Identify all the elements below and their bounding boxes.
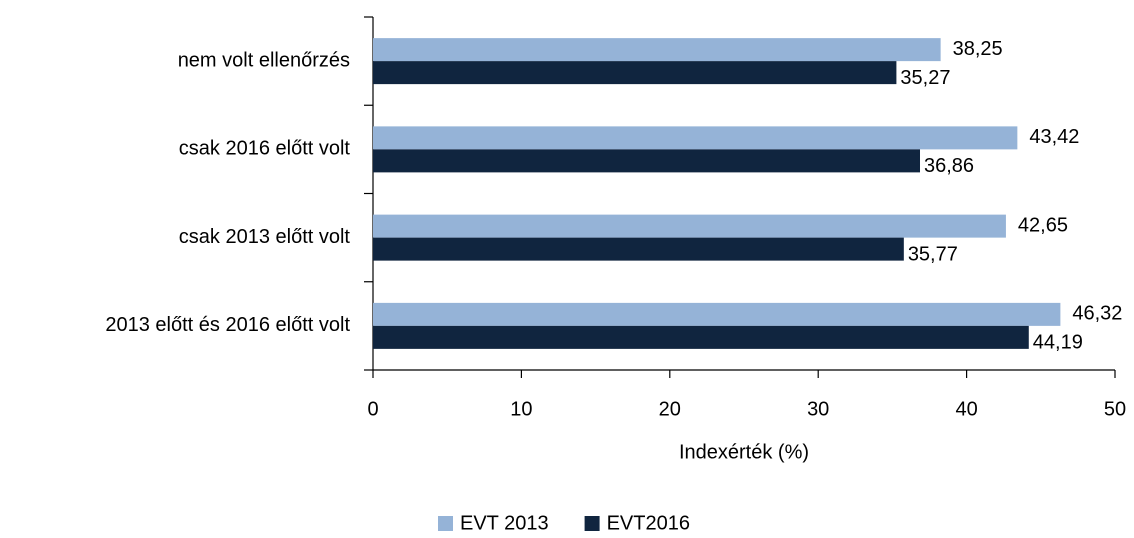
value-label: 43,42 (1029, 126, 1079, 148)
x-tick-label: 40 (955, 398, 977, 420)
y-tick-label: csak 2013 előtt volt (179, 226, 351, 248)
bar (373, 126, 1018, 150)
value-label: 36,86 (924, 155, 974, 177)
value-label: 38,25 (953, 38, 1003, 60)
legend-swatch (584, 516, 600, 531)
bar (373, 38, 941, 62)
x-tick-label: 30 (807, 398, 829, 420)
value-label: 42,65 (1018, 214, 1068, 236)
x-tick-label: 20 (659, 398, 681, 420)
legend-swatch (438, 516, 453, 531)
bar (373, 149, 921, 173)
legend-label: EVT2016 (607, 512, 690, 534)
y-tick-label: nem volt ellenőrzés (178, 49, 350, 71)
bar (373, 325, 1029, 349)
x-tick-label: 0 (367, 398, 378, 420)
y-tick-label: csak 2016 előtt volt (179, 138, 351, 160)
bar (373, 61, 897, 85)
value-label: 35,27 (900, 67, 950, 89)
value-label: 46,32 (1072, 303, 1122, 325)
x-axis-label: Indexérték (%) (679, 441, 809, 463)
x-tick-label: 50 (1104, 398, 1126, 420)
bar (373, 302, 1061, 326)
value-label: 35,77 (908, 243, 958, 265)
y-tick-label: 2013 előtt és 2016 előtt volt (105, 314, 350, 336)
value-label: 44,19 (1033, 332, 1083, 354)
bar (373, 214, 1006, 238)
legend-label: EVT 2013 (460, 512, 549, 534)
x-tick-label: 10 (510, 398, 532, 420)
bar (373, 237, 904, 261)
